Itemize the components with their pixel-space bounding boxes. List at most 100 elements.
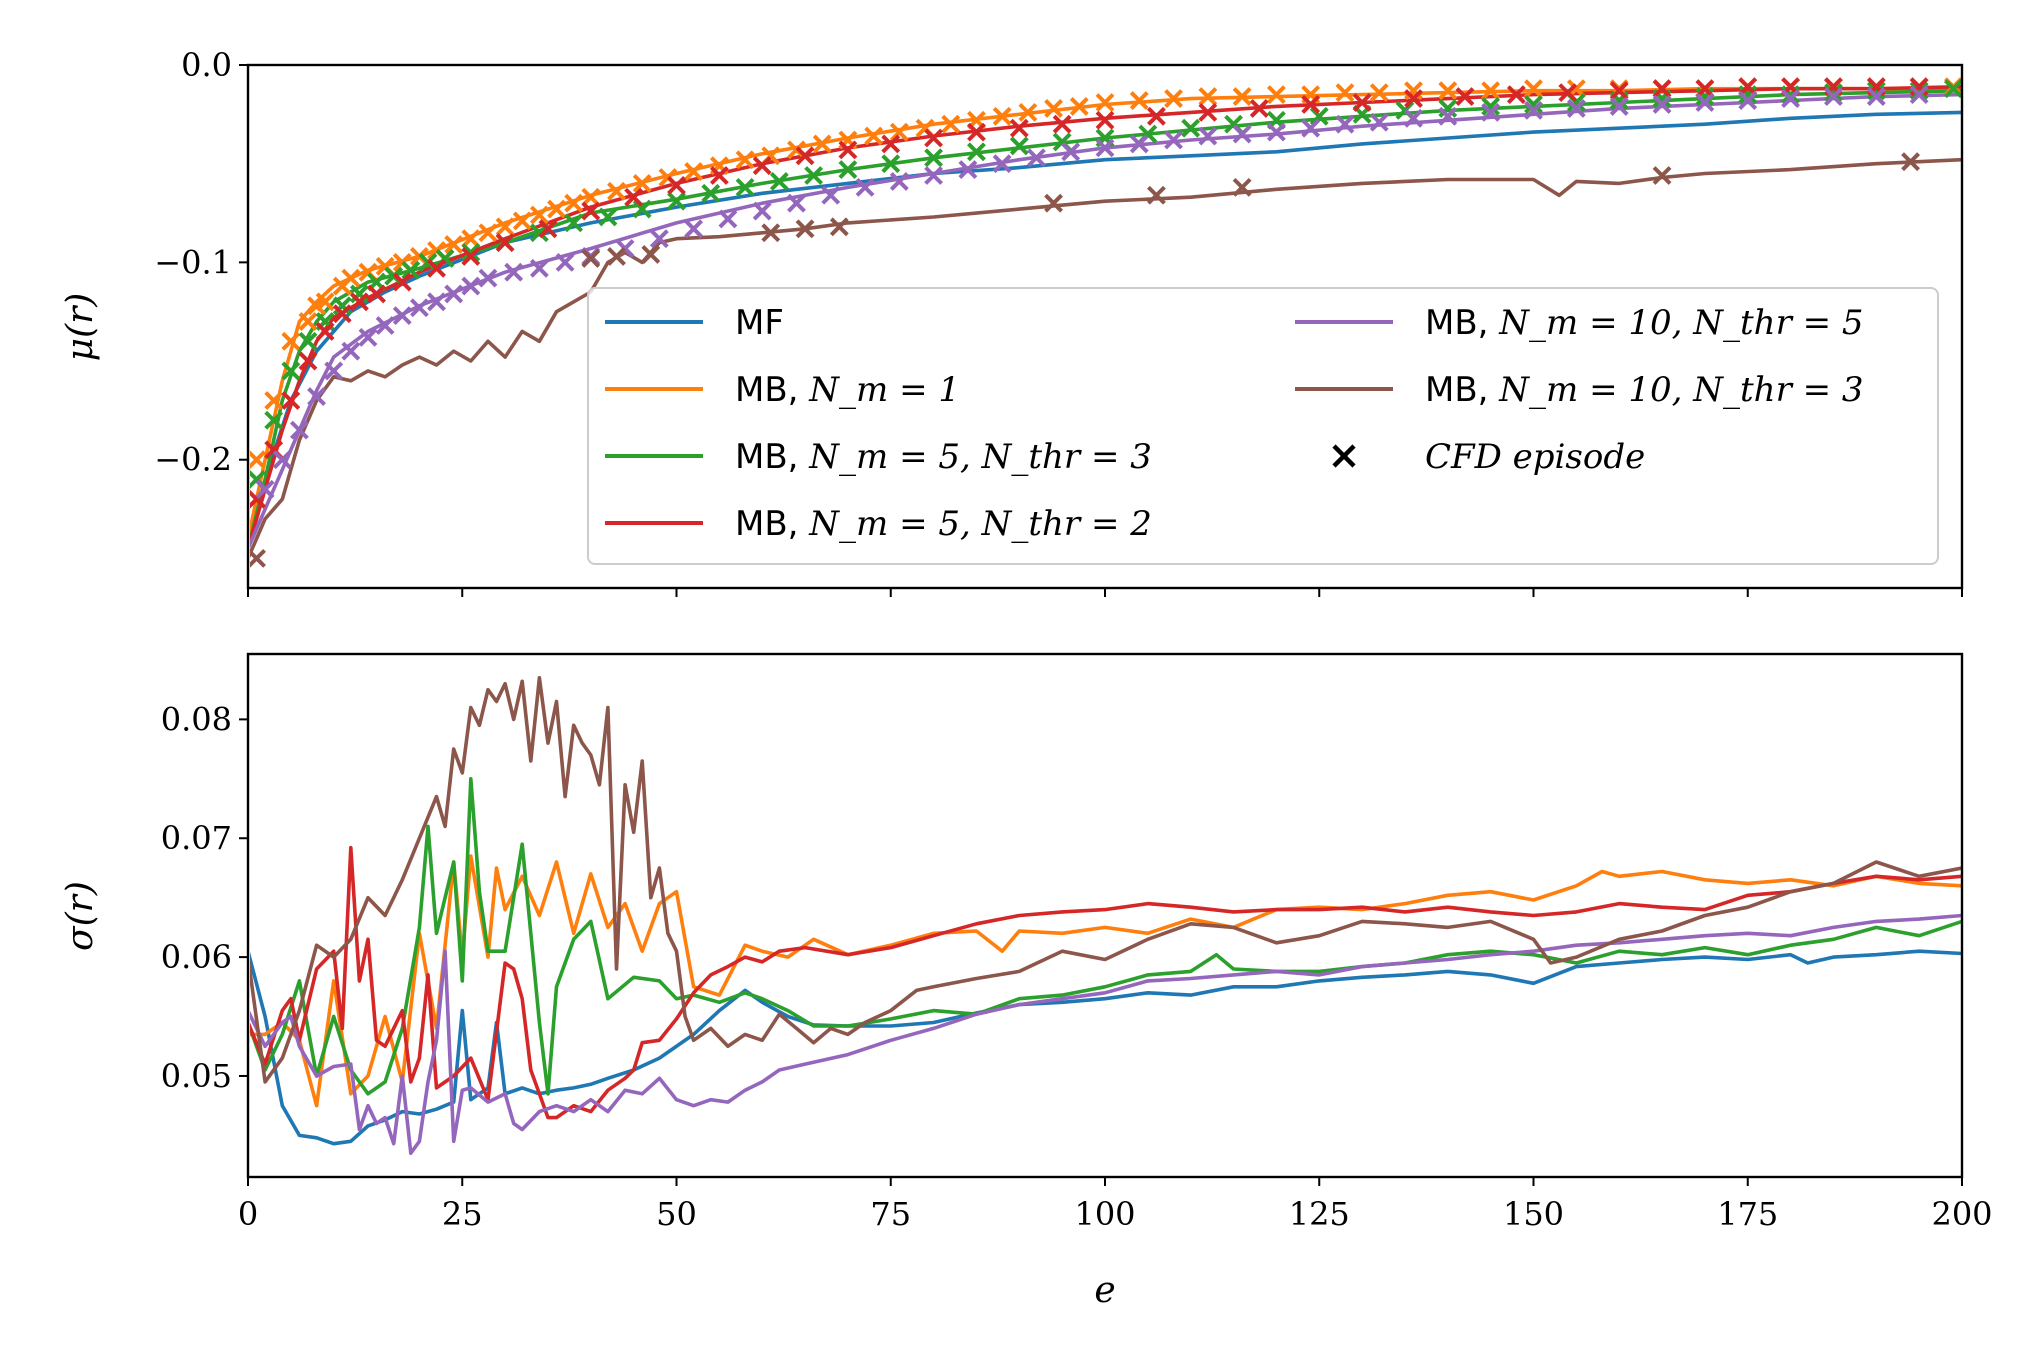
cfd-episode-marker [564,193,584,213]
cfd-episode-marker [1481,97,1501,116]
legend-label: MF [735,303,784,343]
cfd-episode-marker [1866,87,1886,106]
legend-item: MB, N_m = 10, N_thr = 3 [1295,370,1864,410]
cfd-episode-marker [1095,110,1115,130]
cfd-episode-marker [341,268,361,288]
bottom-series-group [250,676,1962,1155]
cfd-episode-marker [924,148,944,168]
cfd-episode-marker [1404,89,1423,108]
cfd-episode-marker [881,134,901,154]
cfd-episode-marker [838,140,858,160]
legend-item: MB, N_m = 5, N_thr = 3 [605,437,1152,477]
cfd-episode-marker [1301,118,1321,138]
cfd-episode-marker [1652,166,1672,185]
cfd-episode-marker [495,217,515,237]
legend-item: MF [605,303,784,343]
cfd-episode-marker [769,172,789,191]
cfd-episode-marker [1147,106,1166,126]
cfd-episode-marker [889,172,909,191]
cfd-episode-marker [281,331,301,351]
cfd-episode-marker [538,219,558,239]
top-panel: 0.0 −0.1 −0.2 μ(r) MF MB, N_m = 1 MB, N_m = … [60,46,1964,597]
cfd-episode-marker [250,450,266,470]
cfd-episode-marker [855,177,875,197]
cfd-episode-marker [478,223,498,243]
cfd-episode-marker [555,252,575,272]
legend: MF MB, N_m = 1 MB, N_m = 5, N_thr = 3 MB, N… [587,287,1939,565]
cfd-episode-marker [1738,77,1758,97]
legend-item: CFD episode [1332,437,1645,477]
cfd-episode-marker [889,122,909,142]
cfd-episode-marker [1824,83,1843,103]
legend-label: MB, N_m = 10, N_thr = 5 [1425,303,1864,343]
cfd-episode-marker [1266,122,1286,142]
cfd-episode-marker [1652,95,1672,114]
cfd-episode-marker [967,122,986,142]
series-line-sigma [250,913,1962,1155]
cfd-episode-marker [1909,81,1929,101]
cfd-episode-marker [478,268,498,288]
cfd-episode-marker [264,391,284,410]
cfd-episode-marker [1044,193,1063,213]
cfd-episode-marker [315,292,335,312]
legend-label: MB, N_m = 5, N_thr = 3 [735,437,1152,477]
legend-item: MB, N_m = 1 [605,370,960,410]
cfd-episode-marker [992,154,1012,174]
cfd-episode-marker [1232,177,1252,197]
cfd-episode-marker [667,175,686,195]
cfd-episode-marker [795,219,815,239]
bottom-x-ticks: 0 25 50 75 100 125 150 175 200 [238,1177,1993,1233]
cfd-episode-marker [1009,118,1029,138]
series-line-sigma [250,949,1962,1146]
cfd-episode-marker [941,114,961,134]
cfd-episode-marker [1198,126,1218,146]
cfd-episode-marker [564,213,584,233]
cfd-episode-marker [358,327,378,347]
cfd-episode-marker [281,391,301,410]
cfd-episode-marker [409,298,429,318]
cfd-episode-marker [1095,138,1115,158]
cfd-episode-marker [1129,134,1149,154]
legend-label: CFD episode [1425,437,1645,477]
cfd-episode-marker [735,177,755,197]
x-tick-label: 25 [442,1195,483,1233]
legend-label: MB, N_m = 5, N_thr = 2 [735,504,1152,544]
cfd-episode-marker [375,316,395,335]
cfd-episode-marker [581,248,601,268]
cfd-episode-marker [444,284,464,304]
x-tick-label: 0 [238,1195,258,1233]
cfd-episode-marker [607,181,626,201]
cfd-episode-marker [1481,102,1501,122]
cfd-episode-marker [1609,97,1629,116]
cfd-episode-marker [367,284,386,304]
cfd-episode-marker [1198,87,1218,106]
x-tick-label: 50 [656,1195,697,1233]
x-axis-label: e [1094,1270,1115,1311]
cfd-episode-marker [607,247,626,266]
cfd-episode-marker [1009,136,1029,156]
cfd-episode-marker [1524,95,1543,114]
series-line-mu [250,157,1962,559]
cfd-episode-marker [958,160,978,180]
cfd-episode-marker [1018,102,1038,122]
cfd-episode-marker [1524,100,1543,120]
cfd-episode-marker [1506,85,1526,105]
cfd-episode-marker [735,150,755,170]
cfd-episode-marker [298,312,318,331]
series-line-sigma [250,676,1962,1084]
cfd-episode-marker [427,258,446,278]
legend-marker-icon [1332,444,1356,468]
cfd-episode-marker [1266,85,1286,105]
cfd-episode-marker [1335,83,1355,103]
cfd-episode-marker [598,207,618,227]
cfd-episode-marker [255,479,275,499]
series-line-mu [250,86,1962,538]
cfd-episode-marker [795,146,815,166]
cfd-episode-marker [1824,87,1843,106]
cfd-episode-marker [529,258,549,278]
cfd-episode-marker [821,185,841,205]
cfd-episode-marker [1438,81,1458,101]
cfd-episode-marker [1249,99,1269,118]
cfd-episode-marker [547,199,566,219]
cfd-episode-marker [1164,89,1183,108]
